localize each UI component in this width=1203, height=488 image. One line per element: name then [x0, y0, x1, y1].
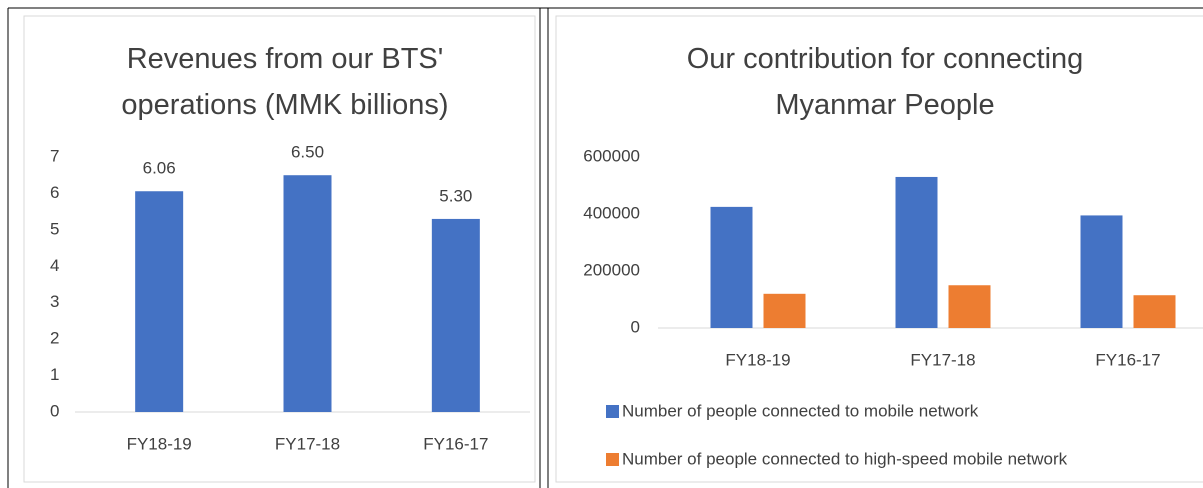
legend-swatch — [606, 405, 619, 418]
y-tick-label: 3 — [50, 292, 59, 311]
y-tick-label: 1 — [50, 365, 59, 384]
bar — [1133, 295, 1176, 328]
bar — [283, 175, 332, 412]
y-tick-label: 200000 — [583, 260, 640, 279]
legend-label: Number of people connected to high-speed… — [622, 449, 1068, 468]
x-tick-label: FY17-18 — [910, 350, 975, 369]
data-label: 6.06 — [143, 159, 176, 178]
y-tick-label: 0 — [631, 317, 640, 336]
x-tick-label: FY18-19 — [127, 434, 192, 453]
data-label: 5.30 — [439, 186, 472, 205]
bar — [135, 191, 184, 412]
chart-box — [555, 15, 1203, 483]
bar — [431, 218, 480, 412]
y-tick-label: 4 — [50, 256, 59, 275]
bar — [948, 285, 991, 328]
y-tick-label: 2 — [50, 329, 59, 348]
y-tick-label: 6 — [50, 183, 59, 202]
x-tick-label: FY18-19 — [725, 350, 790, 369]
chart-box — [23, 15, 536, 483]
x-tick-label: FY16-17 — [423, 434, 488, 453]
y-tick-label: 400000 — [583, 203, 640, 222]
legend-swatch — [606, 453, 619, 466]
bar — [1080, 215, 1123, 328]
x-tick-label: FY16-17 — [1095, 350, 1160, 369]
bar — [895, 176, 938, 328]
legend-label: Number of people connected to mobile net… — [622, 401, 979, 420]
y-tick-label: 7 — [50, 146, 59, 165]
y-tick-label: 600000 — [583, 146, 640, 165]
y-tick-label: 5 — [50, 219, 59, 238]
chart-title: Our contribution for connecting Myanmar … — [686, 43, 1084, 121]
bar — [710, 206, 753, 328]
chart-title: Revenues from our BTS' operations (MMK b… — [121, 43, 449, 121]
bar — [763, 293, 806, 328]
data-label: 6.50 — [291, 143, 324, 162]
y-tick-label: 0 — [50, 401, 59, 420]
x-tick-label: FY17-18 — [275, 434, 340, 453]
